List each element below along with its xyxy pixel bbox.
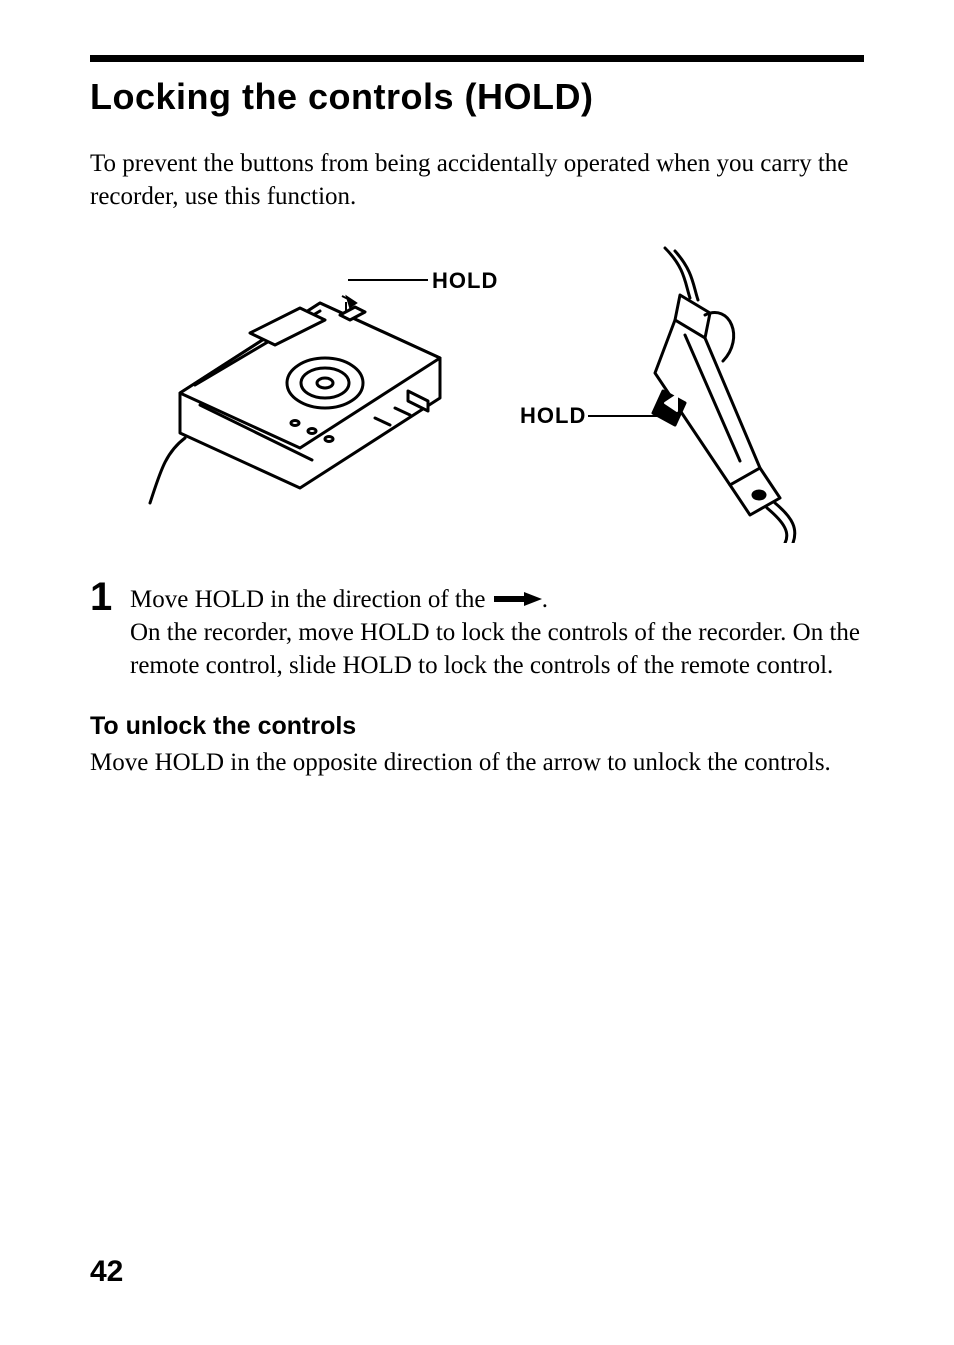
step-1: 1 Move HOLD in the direction of the . On… <box>90 583 864 682</box>
recorder-illustration <box>140 263 460 523</box>
diagram-area: HOLD <box>90 243 864 553</box>
page-number: 42 <box>90 1255 123 1289</box>
intro-paragraph: To prevent the buttons from being accide… <box>90 148 864 213</box>
remote-illustration <box>535 243 835 543</box>
page-title: Locking the controls (HOLD) <box>90 76 864 118</box>
top-rule <box>90 55 864 62</box>
step-text-body: On the recorder, move HOLD to lock the c… <box>130 619 860 679</box>
step-body: Move HOLD in the direction of the . On t… <box>130 583 864 682</box>
arrow-icon <box>494 592 542 606</box>
unlock-text: Move HOLD in the opposite direction of t… <box>90 747 864 780</box>
unlock-heading: To unlock the controls <box>90 712 864 741</box>
step-text-a: Move HOLD in the direction of the <box>130 586 492 613</box>
step-text-b: . <box>542 586 548 613</box>
step-number: 1 <box>90 579 130 615</box>
